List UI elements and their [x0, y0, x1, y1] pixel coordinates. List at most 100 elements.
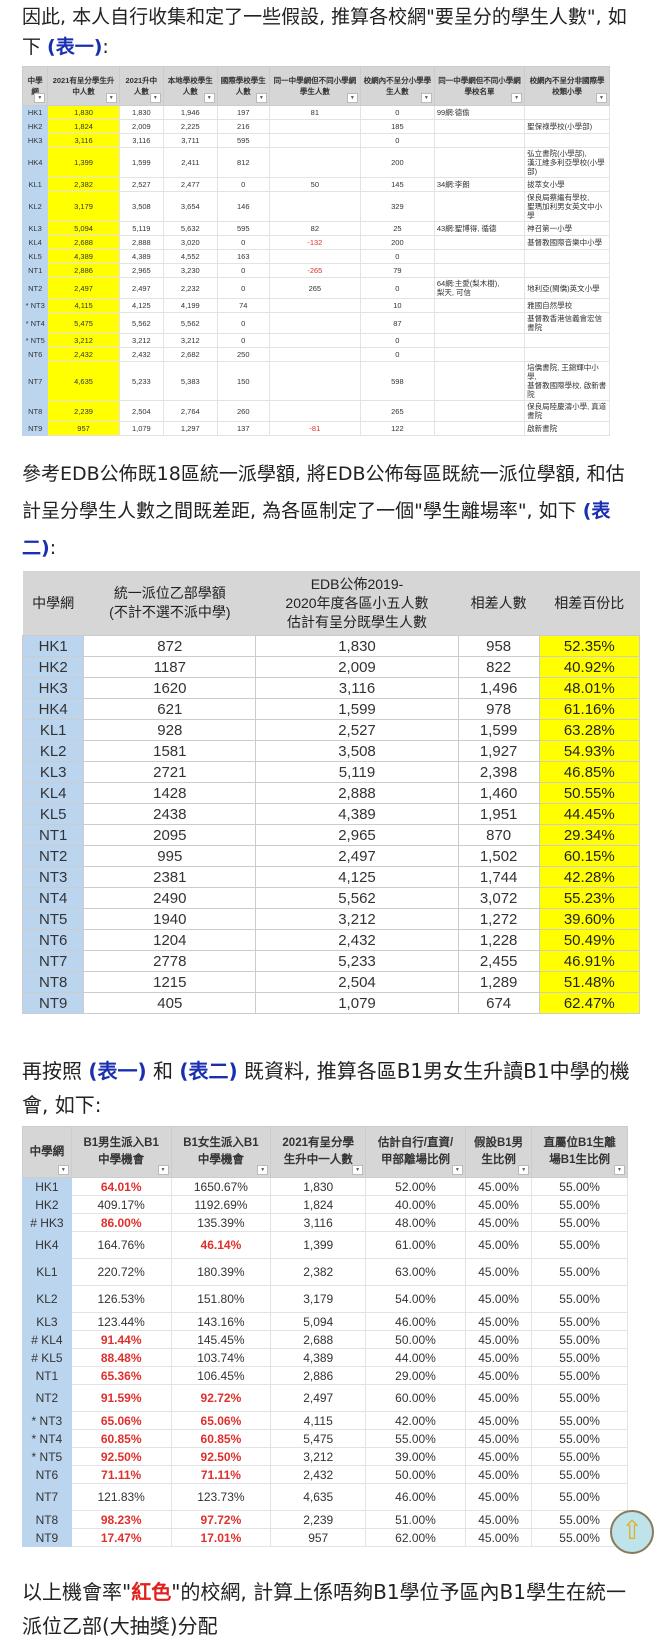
table-cell: 2,497 — [118, 277, 164, 299]
table-cell: 64.01% — [70, 1177, 172, 1196]
network-cell: HK2 — [22, 1195, 72, 1214]
table-cell: 4,635 — [47, 361, 120, 401]
table-cell: 65.06% — [70, 1411, 172, 1430]
header-row: 中學網 統一派位乙部學額 (不計不選不派中學) EDB公佈2019- 2020年度各… — [22, 571, 640, 636]
table-cell: 1192.69% — [170, 1195, 272, 1214]
table-cell — [268, 312, 361, 334]
column-header[interactable]: B1男生派入B1 中學機會 ▼ — [70, 1126, 172, 1178]
filter-dropdown-icon[interactable]: ▼ — [614, 1165, 625, 1175]
column-header[interactable]: 中學網 ▼ — [22, 1126, 72, 1178]
column-header[interactable]: 校網內不呈分非國際學校類小學 ▼ — [524, 66, 610, 106]
table-cell: 基督教香港信義會宏信書院 — [524, 312, 610, 334]
table-cell: 1,228 — [457, 929, 540, 951]
network-cell: NT9 — [22, 1528, 72, 1547]
table-cell: 46.91% — [538, 950, 641, 972]
table-row: HK1 872 1,830 958 52.35% — [21, 635, 641, 657]
table-cell: 65.06% — [170, 1411, 272, 1430]
scroll-to-top-button[interactable]: ⇧ — [610, 1510, 654, 1554]
table-cell: 71.11% — [70, 1465, 172, 1484]
filter-dropdown-icon[interactable]: ▼ — [451, 1165, 463, 1175]
table-cell: 2721 — [83, 761, 257, 783]
filter-dropdown-icon[interactable]: ▼ — [105, 93, 117, 103]
table-row: KL3 123.44% 143.16% 5,094 46.00% 45.00% 55.00% — [22, 1312, 628, 1331]
filter-dropdown-icon[interactable]: ▼ — [518, 1165, 530, 1175]
table-cell — [433, 347, 526, 362]
table-cell: 164.76% — [70, 1231, 172, 1259]
column-header[interactable]: 中學網 ▼ — [21, 66, 49, 106]
network-cell: HK4 — [22, 1231, 72, 1259]
table-cell: 1,399 — [270, 1231, 367, 1259]
column-header[interactable]: 2021升中人數 ▼ — [118, 66, 164, 106]
para-3: 再按照 (表一) 和 (表二) 既資料, 推算各區B1男女生升讀B1中學的機會,… — [0, 1054, 664, 1122]
filter-dropdown-icon[interactable]: ▼ — [157, 1165, 169, 1175]
table-cell — [268, 361, 361, 401]
column-header[interactable]: 同一中學網但不同小學網學生人數 ▼ — [268, 66, 361, 106]
table-cell: 4,199 — [162, 298, 218, 313]
table-cell — [268, 347, 361, 362]
filter-dropdown-icon[interactable]: ▼ — [420, 93, 432, 103]
table-row: NT3 2381 4,125 1,744 42.28% — [21, 866, 641, 888]
filter-dropdown-icon[interactable]: ▼ — [346, 93, 358, 103]
filter-dropdown-icon[interactable]: ▼ — [57, 1165, 69, 1175]
column-header-label: 2021升中人數 — [125, 76, 158, 96]
table-row: KL2 126.53% 151.80% 3,179 54.00% 45.00% 55.00% — [22, 1285, 628, 1313]
network-cell: KL3 — [21, 761, 85, 783]
table-cell: 62.47% — [538, 992, 641, 1014]
table-cell: 63.00% — [365, 1258, 466, 1286]
network-cell: KL2 — [21, 740, 85, 762]
table-cell: 870 — [457, 824, 540, 846]
table-cell: 34網:李朗 — [433, 177, 526, 192]
network-cell: * NT4 — [21, 312, 49, 334]
table-cell: 50.00% — [365, 1330, 466, 1349]
table-row: HK2 409.17% 1192.69% 1,824 40.00% 45.00% 55.00… — [22, 1195, 628, 1214]
table-cell: 822 — [457, 656, 540, 678]
table-cell: 3,116 — [255, 677, 459, 699]
column-header[interactable]: 假設B1男 生比例 ▼ — [464, 1126, 533, 1178]
table-cell — [524, 263, 610, 278]
table-cell: 3,072 — [457, 887, 540, 909]
table-row: KL5 2438 4,389 1,951 44.45% — [21, 803, 641, 825]
filter-dropdown-icon[interactable]: ▼ — [257, 1165, 269, 1175]
table-row: HK2 1187 2,009 822 40.92% — [21, 656, 641, 678]
table-row: NT9 17.47% 17.01% 957 62.00% 45.00% 55.00% — [22, 1528, 628, 1547]
table-cell: 2,886 — [47, 263, 120, 278]
column-header[interactable]: 估計自行/直資/ 甲部離場比例 ▼ — [365, 1126, 466, 1178]
filter-dropdown-icon[interactable]: ▼ — [149, 93, 161, 103]
table-cell: 48.00% — [365, 1213, 466, 1232]
filter-dropdown-icon[interactable]: ▼ — [352, 1165, 364, 1175]
filter-dropdown-icon[interactable]: ▼ — [203, 93, 215, 103]
table-row: NT6 2,432 2,432 2,682 250 0 — [21, 347, 610, 362]
table-cell: 1620 — [83, 677, 257, 699]
table-cell: 2,432 — [270, 1465, 367, 1484]
network-cell: HK2 — [21, 119, 49, 134]
network-cell: NT7 — [22, 1483, 72, 1511]
table-cell: 1940 — [83, 908, 257, 930]
filter-dropdown-icon[interactable]: ▼ — [596, 93, 607, 103]
table-cell: 40.00% — [365, 1195, 466, 1214]
table-cell: 82 — [268, 221, 361, 236]
table-cell: 2438 — [83, 803, 257, 825]
column-header[interactable]: 國際學校學生人數 ▼ — [216, 66, 270, 106]
column-header-label: EDB公佈2019- 2020年度各區小五人數 估計有呈分既學生人數 — [285, 575, 429, 630]
column-header[interactable]: B1女生派入B1 中學機會 ▼ — [170, 1126, 272, 1178]
table-row: KL1 2,382 2,527 2,477 0 50 145 34網:李朗 拔萃女小學 — [21, 177, 610, 192]
table-2: 中學網 統一派位乙部學額 (不計不選不派中學) EDB公佈2019- 2020年度各… — [21, 571, 641, 1014]
table-row: * NT3 65.06% 65.06% 4,115 42.00% 45.00% 55.00% — [22, 1411, 628, 1430]
table-cell: 55.00% — [531, 1231, 628, 1259]
table-cell: 55.00% — [531, 1465, 628, 1484]
table-cell: 2,382 — [47, 177, 120, 192]
table-cell: 1,272 — [457, 908, 540, 930]
filter-dropdown-icon[interactable]: ▼ — [511, 93, 523, 103]
column-header[interactable]: 校網內不呈分小學學生人數 ▼ — [359, 66, 435, 106]
column-header[interactable]: 2021有呈分學 生升中一人數 ▼ — [270, 1126, 367, 1178]
table-cell: 2,682 — [162, 347, 218, 362]
network-cell: * NT4 — [22, 1429, 72, 1448]
column-header[interactable]: 本地學校學生人數 ▼ — [162, 66, 218, 106]
table-cell: 4,115 — [270, 1411, 367, 1430]
table-cell: 135.39% — [170, 1213, 272, 1232]
filter-dropdown-icon[interactable]: ▼ — [34, 93, 46, 103]
column-header[interactable]: 直屬位B1生離 場B1生比例 ▼ — [531, 1126, 628, 1178]
column-header[interactable]: 2021有呈分學生升中人數 ▼ — [47, 66, 120, 106]
filter-dropdown-icon[interactable]: ▼ — [255, 93, 267, 103]
column-header[interactable]: 同一中學網但不同小學網學校名單 ▼ — [433, 66, 526, 106]
